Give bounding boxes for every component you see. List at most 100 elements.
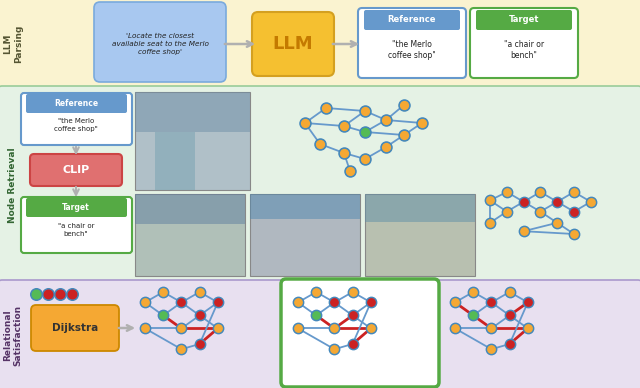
Point	[339, 123, 349, 129]
Point	[176, 346, 186, 352]
Point	[31, 291, 41, 297]
Point	[315, 141, 325, 147]
Bar	[365, 194, 475, 222]
Text: Target: Target	[509, 16, 540, 24]
Point	[212, 325, 223, 331]
Point	[399, 132, 409, 138]
Point	[293, 299, 303, 305]
Point	[365, 325, 376, 331]
Point	[504, 341, 515, 347]
FancyBboxPatch shape	[252, 12, 334, 76]
Point	[504, 312, 515, 319]
Point	[311, 289, 321, 295]
Point	[329, 325, 339, 331]
Point	[535, 208, 545, 215]
Point	[293, 325, 303, 331]
Text: Dijkstra: Dijkstra	[52, 323, 98, 333]
Point	[43, 291, 53, 297]
Point	[300, 120, 310, 126]
Point	[381, 117, 391, 123]
Point	[399, 132, 409, 138]
Text: Relational
Satisfaction: Relational Satisfaction	[3, 305, 22, 365]
Point	[212, 325, 223, 331]
Point	[569, 208, 579, 215]
Point	[518, 228, 529, 234]
Point	[212, 299, 223, 305]
Point	[450, 325, 460, 331]
Point	[552, 199, 563, 205]
Point	[321, 105, 331, 111]
Bar	[250, 194, 360, 219]
Point	[468, 312, 478, 319]
FancyBboxPatch shape	[21, 93, 132, 145]
Point	[485, 220, 495, 226]
Point	[485, 197, 495, 203]
Point	[523, 299, 533, 305]
Bar	[135, 92, 250, 132]
FancyBboxPatch shape	[476, 10, 572, 30]
Point	[523, 299, 533, 305]
Point	[518, 199, 529, 205]
Point	[569, 208, 579, 215]
Point	[348, 341, 358, 347]
Point	[381, 117, 391, 123]
Point	[293, 299, 303, 305]
Point	[348, 341, 358, 347]
Point	[195, 289, 205, 295]
Text: Target: Target	[62, 203, 90, 213]
Text: Reference: Reference	[388, 16, 436, 24]
Bar	[135, 92, 250, 190]
Point	[31, 291, 41, 297]
Text: CLIP: CLIP	[62, 165, 90, 175]
Point	[360, 108, 370, 114]
Point	[176, 299, 186, 305]
Point	[321, 105, 331, 111]
Bar	[250, 194, 360, 276]
Point	[176, 325, 186, 331]
Point	[365, 299, 376, 305]
Point	[345, 168, 355, 174]
FancyBboxPatch shape	[364, 10, 460, 30]
Point	[569, 189, 579, 195]
Point	[158, 289, 168, 295]
Point	[365, 325, 376, 331]
Point	[43, 291, 53, 297]
FancyBboxPatch shape	[21, 197, 132, 253]
Text: LLM: LLM	[273, 35, 314, 53]
Point	[468, 312, 478, 319]
Point	[569, 231, 579, 237]
Point	[140, 299, 150, 305]
Point	[360, 156, 370, 162]
Point	[348, 289, 358, 295]
Point	[504, 312, 515, 319]
Point	[535, 189, 545, 195]
Text: 'Locate the closest
available seat to the Merlo
coffee shop': 'Locate the closest available seat to th…	[111, 33, 209, 55]
FancyBboxPatch shape	[0, 280, 640, 388]
Text: LLM
Parsing: LLM Parsing	[3, 25, 22, 63]
Point	[485, 220, 495, 226]
Point	[348, 312, 358, 319]
Point	[486, 325, 497, 331]
Point	[195, 312, 205, 319]
Point	[360, 129, 370, 135]
Text: "a chair or
bench": "a chair or bench"	[504, 40, 544, 60]
Point	[468, 289, 478, 295]
Point	[348, 312, 358, 319]
FancyBboxPatch shape	[26, 198, 127, 217]
Point	[339, 123, 349, 129]
Text: Reference: Reference	[54, 99, 98, 109]
Point	[365, 299, 376, 305]
Point	[502, 208, 512, 215]
Point	[67, 291, 77, 297]
Point	[339, 150, 349, 156]
Point	[504, 341, 515, 347]
Point	[140, 325, 150, 331]
Point	[523, 325, 533, 331]
Point	[212, 299, 223, 305]
Point	[504, 289, 515, 295]
Bar	[365, 194, 475, 276]
Point	[399, 102, 409, 108]
Point	[67, 291, 77, 297]
FancyBboxPatch shape	[30, 154, 122, 186]
Point	[586, 199, 596, 205]
